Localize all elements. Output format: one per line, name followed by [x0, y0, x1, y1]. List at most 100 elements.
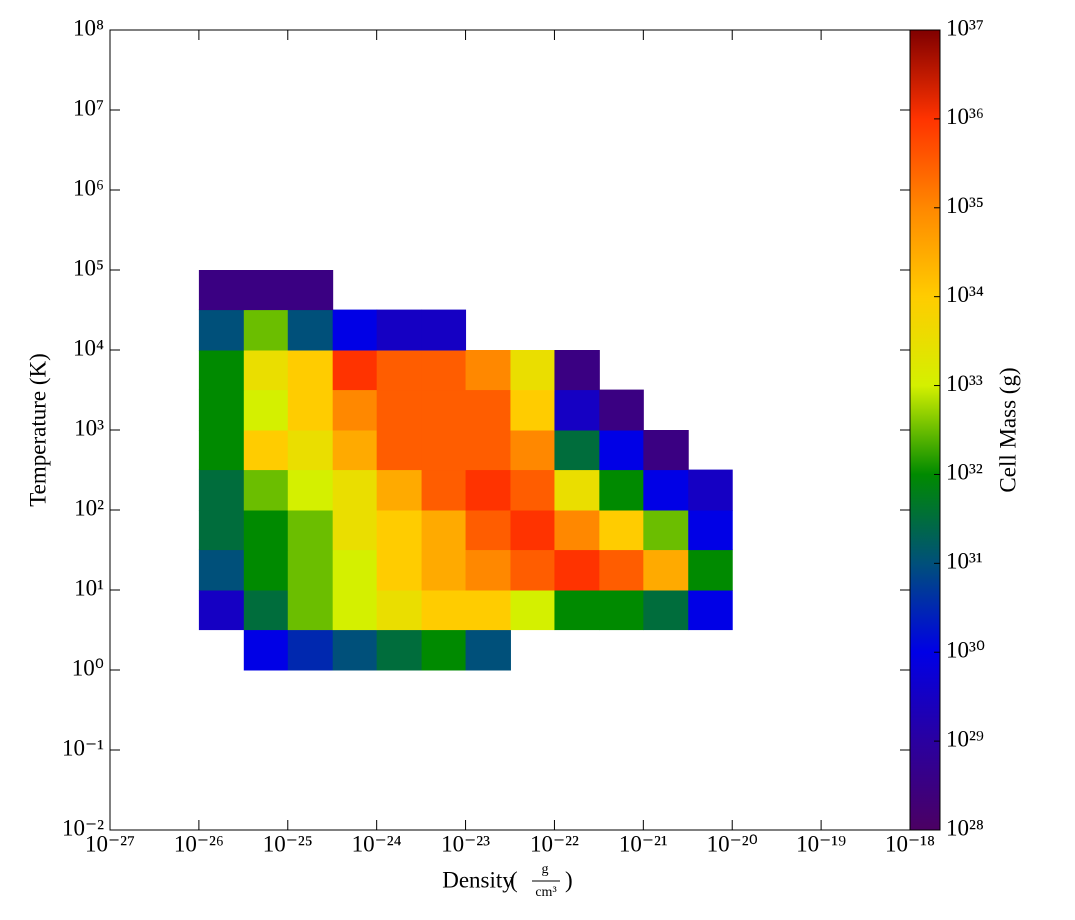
- heatmap-cell: [643, 430, 689, 471]
- x-tick-label: 10⁻²²: [530, 831, 579, 856]
- heatmap-cell: [243, 590, 289, 631]
- heatmap-cell: [287, 389, 334, 431]
- y-tick-label: 10⁸: [73, 15, 104, 40]
- heatmap-cell: [376, 309, 423, 351]
- heatmap-cell: [554, 350, 600, 391]
- heatmap-cell: [243, 270, 289, 311]
- heatmap-cell: [243, 629, 289, 671]
- heatmap-cell: [243, 510, 289, 551]
- heatmap-cell: [510, 430, 555, 471]
- colorbar-tick-label: 10³²: [946, 460, 983, 485]
- y-tick-label: 10⁷: [73, 95, 104, 120]
- heatmap-cell: [465, 430, 511, 471]
- heatmap-cell: [376, 510, 423, 551]
- heatmap-cell: [376, 469, 423, 511]
- colorbar-label: Cell Mass (g): [995, 367, 1020, 492]
- heatmap-cell: [287, 270, 334, 311]
- heatmap-cell: [287, 309, 334, 351]
- y-tick-label: 10⁻²: [62, 815, 104, 840]
- heatmap-cell: [332, 430, 378, 471]
- x-unit-paren: ): [565, 867, 573, 892]
- heatmap-cell: [421, 309, 467, 351]
- heatmap-cell: [643, 469, 689, 511]
- heatmap-cell: [421, 350, 467, 391]
- heatmap-cell: [287, 629, 334, 671]
- heatmap-cell: [243, 549, 289, 591]
- heatmap-cell: [510, 510, 555, 551]
- heatmap-cell: [332, 469, 378, 511]
- heatmap-cell: [376, 389, 423, 431]
- heatmap-cell: [643, 590, 689, 631]
- heatmap-cell: [465, 469, 511, 511]
- heatmap-cell: [421, 590, 467, 631]
- heatmap-cell: [332, 590, 378, 631]
- heatmap-cell: [421, 629, 467, 671]
- colorbar-tick-label: 10²⁸: [946, 815, 984, 840]
- x-tick-label: 10⁻²¹: [619, 831, 668, 856]
- heatmap-cell: [332, 309, 378, 351]
- y-tick-label: 10²: [74, 495, 104, 520]
- heatmap-cell: [376, 350, 423, 391]
- colorbar-tick-label: 10³¹: [946, 549, 983, 574]
- heatmap-cell: [554, 389, 600, 431]
- colorbar-tick-label: 10³⁷: [946, 15, 984, 40]
- heatmap-cell: [599, 430, 644, 471]
- y-tick-label: 10⁶: [73, 175, 104, 200]
- heatmap-cell: [198, 309, 245, 351]
- heatmap-cell: [287, 430, 334, 471]
- heatmap-cell: [198, 389, 245, 431]
- heatmap-cell: [287, 590, 334, 631]
- heatmap-cells: [198, 270, 733, 671]
- x-unit-denominator: cm³: [535, 885, 556, 900]
- y-tick-label: 10⁻¹: [62, 735, 104, 760]
- x-tick-label: 10⁻²³: [441, 831, 490, 856]
- heatmap-cell: [198, 270, 245, 311]
- x-unit-paren: (: [510, 867, 518, 892]
- colorbar-tick-label: 10³³: [946, 371, 983, 396]
- x-tick-label: 10⁻²⁴: [352, 831, 402, 856]
- heatmap-cell: [421, 549, 467, 591]
- heatmap-cell: [599, 469, 644, 511]
- x-tick-label: 10⁻²⁶: [174, 831, 224, 856]
- heatmap-cell: [599, 510, 644, 551]
- heatmap-cell: [332, 549, 378, 591]
- colorbar-tick-label: 10³⁴: [946, 282, 984, 307]
- heatmap-cell: [510, 350, 555, 391]
- heatmap-cell: [243, 389, 289, 431]
- heatmap-cell: [688, 590, 733, 631]
- heatmap-cell: [465, 510, 511, 551]
- heatmap-cell: [243, 469, 289, 511]
- y-tick-label: 10⁵: [73, 255, 104, 280]
- heatmap-cell: [243, 430, 289, 471]
- y-tick-label: 10⁴: [73, 335, 104, 360]
- heatmap-cell: [198, 350, 245, 391]
- heatmap-cell: [332, 350, 378, 391]
- heatmap-cell: [287, 350, 334, 391]
- heatmap-cell: [510, 590, 555, 631]
- heatmap-cell: [421, 469, 467, 511]
- heatmap-cell: [198, 510, 245, 551]
- x-unit-numerator: g: [542, 862, 549, 877]
- x-tick-label: 10⁻²⁵: [263, 831, 313, 856]
- heatmap-cell: [198, 549, 245, 591]
- heatmap-cell: [376, 629, 423, 671]
- heatmap-cell: [554, 549, 600, 591]
- x-tick-label: 10⁻²⁷: [85, 831, 135, 856]
- heatmap-cell: [688, 510, 733, 551]
- heatmap-cell: [243, 350, 289, 391]
- heatmap-cell: [198, 590, 245, 631]
- heatmap-cell: [287, 549, 334, 591]
- heatmap-cell: [465, 549, 511, 591]
- heatmap-cell: [599, 590, 644, 631]
- colorbar-tick-label: 10³⁵: [946, 193, 984, 218]
- heatmap-cell: [554, 510, 600, 551]
- heatmap-cell: [510, 469, 555, 511]
- colorbar: [909, 29, 941, 831]
- heatmap-cell: [243, 309, 289, 351]
- heatmap-cell: [465, 629, 511, 671]
- x-tick-label: 10⁻¹⁹: [796, 831, 846, 856]
- heatmap-cell: [465, 350, 511, 391]
- y-tick-label: 10⁰: [72, 655, 104, 680]
- heatmap-cell: [287, 469, 334, 511]
